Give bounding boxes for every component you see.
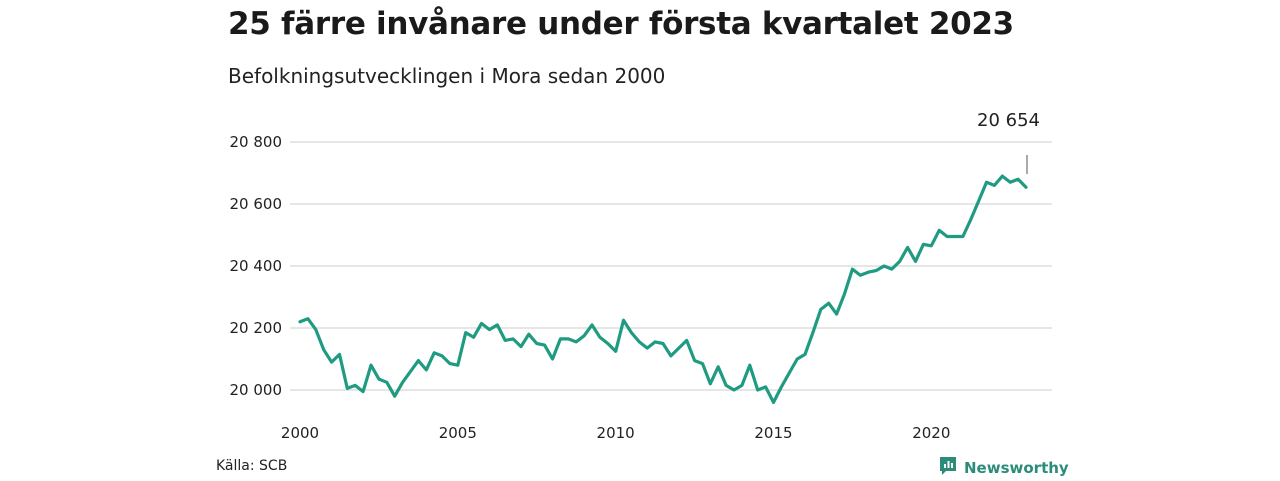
source-note: Källa: SCB xyxy=(216,458,288,474)
y-tick-label: 20 200 xyxy=(230,319,283,337)
newsworthy-logo-icon xyxy=(938,455,958,481)
x-tick-label: 2010 xyxy=(597,424,635,442)
end-value-annotation: 20 654 xyxy=(977,110,1040,174)
series-line xyxy=(298,174,1028,404)
y-tick-label: 20 800 xyxy=(230,133,283,151)
brand-name: Newsworthy xyxy=(964,459,1069,477)
x-tick-label: 2000 xyxy=(281,424,319,442)
brand-logo[interactable]: Newsworthy xyxy=(938,455,1069,481)
x-tick-label: 2005 xyxy=(439,424,477,442)
y-tick-label: 20 400 xyxy=(230,257,283,275)
y-axis-ticks: 20 000 20 200 20 400 20 600 20 800 xyxy=(230,133,283,399)
x-axis-ticks: 2000 2005 2010 2015 2020 xyxy=(281,424,950,442)
x-tick-label: 2015 xyxy=(754,424,792,442)
chart-title: 25 färre invånare under första kvartalet… xyxy=(228,6,1014,42)
x-tick-label: 2020 xyxy=(912,424,950,442)
y-tick-label: 20 600 xyxy=(230,195,283,213)
gridlines xyxy=(290,141,1052,391)
y-tick-label: 20 000 xyxy=(230,381,283,399)
series-layer xyxy=(298,174,1028,404)
chart-subtitle: Befolkningsutvecklingen i Mora sedan 200… xyxy=(228,64,666,88)
end-value-label: 20 654 xyxy=(977,110,1040,131)
